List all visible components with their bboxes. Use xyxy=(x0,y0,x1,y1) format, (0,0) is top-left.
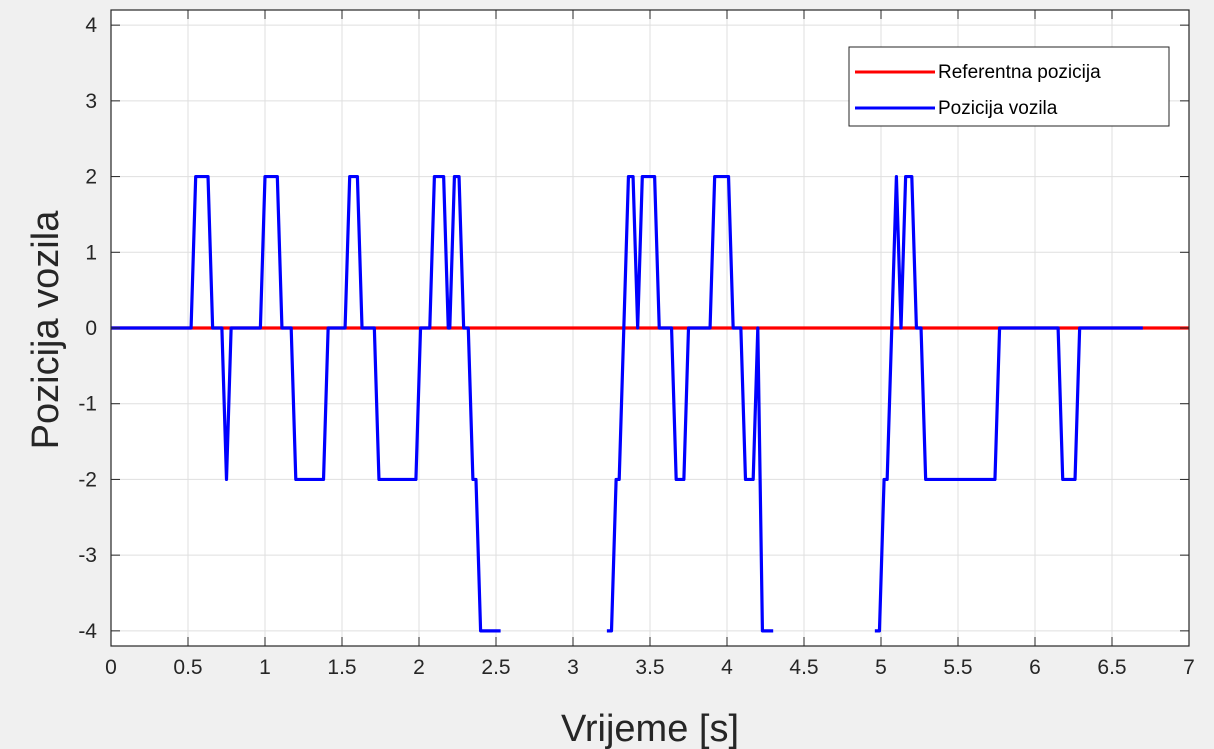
y-tick-label: 0 xyxy=(85,317,97,340)
legend-label-referentna-pozicija: Referentna pozicija xyxy=(938,62,1101,83)
x-tick-label: 6 xyxy=(1029,656,1041,679)
y-tick-label: -1 xyxy=(78,393,97,416)
y-tick-label: -2 xyxy=(78,468,97,491)
x-axis-label: Vrijeme [s] xyxy=(561,708,739,749)
y-tick-label: -3 xyxy=(78,544,97,567)
x-tick-label: 3 xyxy=(567,656,579,679)
x-tick-label: 4 xyxy=(721,656,733,679)
x-tick-label: 6.5 xyxy=(1097,656,1126,679)
y-tick-label: -4 xyxy=(78,620,97,643)
x-tick-label: 2.5 xyxy=(481,656,510,679)
series-line-pozicija-vozila xyxy=(874,174,1143,633)
x-tick-labels: 0 0.5 1 1.5 2 2.5 3 3.5 4 4.5 5 5.5 6 6.5 7 xyxy=(105,656,1195,679)
series-line-pozicija-vozila xyxy=(111,174,501,633)
x-tick-label: 5.5 xyxy=(943,656,972,679)
x-tick-label: 2 xyxy=(413,656,425,679)
y-tick-labels: -4 -3 -2 -1 0 1 2 3 4 xyxy=(78,14,97,643)
x-tick-label: 0 xyxy=(105,656,117,679)
y-tick-label: 4 xyxy=(85,14,97,37)
series-lines xyxy=(111,174,1189,633)
y-axis-label: Pozicija vozila xyxy=(25,210,67,450)
x-tick-label: 0.5 xyxy=(173,656,202,679)
x-tick-label: 1.5 xyxy=(327,656,356,679)
legend-label-pozicija-vozila: Pozicija vozila xyxy=(938,98,1058,119)
x-tick-label: 4.5 xyxy=(789,656,818,679)
x-tick-label: 1 xyxy=(259,656,271,679)
ticks xyxy=(110,10,1190,646)
y-tick-label: 1 xyxy=(85,241,97,264)
y-tick-label: 3 xyxy=(85,90,97,113)
legend: Referentna pozicija Pozicija vozila xyxy=(848,46,1170,127)
legend-box xyxy=(848,46,1170,127)
y-tick-label: 2 xyxy=(85,166,97,189)
x-tick-label: 5 xyxy=(875,656,887,679)
series-line-pozicija-vozila xyxy=(606,174,774,633)
x-tick-label: 3.5 xyxy=(635,656,664,679)
x-tick-label: 7 xyxy=(1183,656,1195,679)
